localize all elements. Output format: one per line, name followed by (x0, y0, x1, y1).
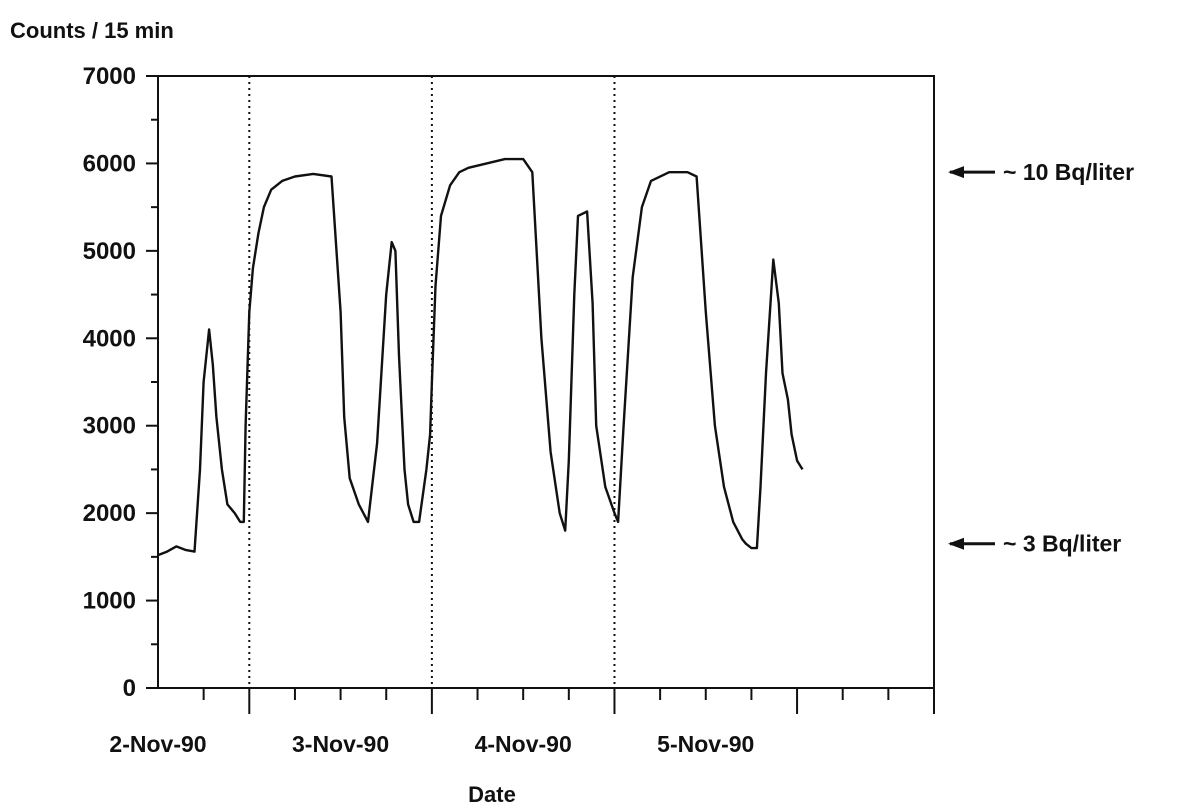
y-axis-label: Counts / 15 min (10, 18, 174, 43)
x-axis-label: Date (468, 782, 516, 807)
x-ticks (202, 688, 935, 714)
plot-frame (157, 75, 935, 689)
annotations: ~ 10 Bq/liter ~ 3 Bq/liter (948, 159, 1134, 557)
y-tick-label: 1000 (83, 588, 136, 615)
y-tick-label: 7000 (83, 63, 136, 90)
y-ticks (146, 75, 158, 689)
annotation-arrow-head (948, 166, 964, 179)
annotation-label: ~ 10 Bq/liter (1003, 159, 1134, 185)
x-tick-label: 4-Nov-90 (475, 731, 572, 757)
y-tick-label: 6000 (83, 150, 136, 177)
x-tick-label: 3-Nov-90 (292, 731, 389, 757)
x-tick-label: 2-Nov-90 (109, 731, 206, 757)
y-tick-label: 0 (123, 675, 136, 702)
x-tick-label: 5-Nov-90 (657, 731, 754, 757)
x-tick-labels: 2-Nov-90 3-Nov-90 4-Nov-90 5-Nov-90 (109, 731, 754, 757)
annotation-arrow-head (948, 537, 964, 550)
y-tick-label: 2000 (83, 500, 136, 527)
y-tick-label: 5000 (83, 238, 136, 265)
annotation-label: ~ 3 Bq/liter (1003, 531, 1121, 557)
series-line (157, 157, 804, 557)
y-tick-labels: 0 1000 2000 3000 4000 5000 6000 7000 (83, 63, 136, 702)
y-tick-label: 4000 (83, 325, 136, 352)
y-tick-label: 3000 (83, 413, 136, 440)
